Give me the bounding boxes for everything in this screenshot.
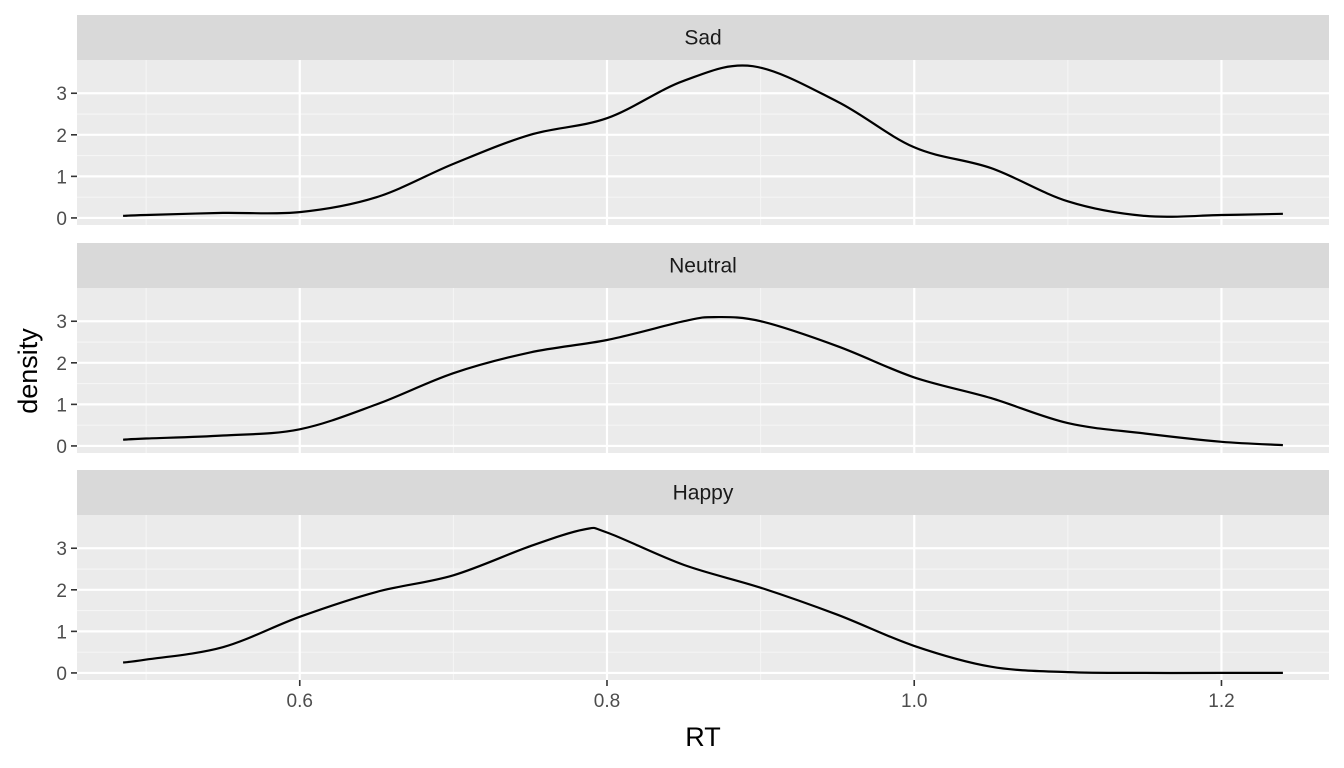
y-tick-label: 2 [56, 126, 67, 147]
y-tick-label: 1 [56, 167, 67, 188]
facet-panel-happy: Happy 0 1 2 3 [56, 470, 1329, 685]
facet-strip [77, 243, 1329, 288]
x-tick-label: 0.6 [287, 691, 313, 712]
density-line-happy [122, 526, 1283, 675]
y-tick-label: 1 [56, 395, 67, 416]
facet-panel-sad: Sad 0 1 2 3 [56, 15, 1329, 230]
panel-background [77, 515, 1329, 680]
y-tick-label: 3 [56, 312, 67, 333]
x-tick-label: 1.0 [901, 691, 927, 712]
facet-panel-neutral: Neutral 0 1 2 3 [56, 243, 1329, 458]
facet-strip [77, 470, 1329, 515]
facet-strip [77, 15, 1329, 60]
x-tick-label: 1.2 [1208, 691, 1234, 712]
x-tick-label: 0.8 [594, 691, 620, 712]
x-axis: 0.6 0.8 1.0 1.2 [287, 680, 1235, 712]
y-tick-label: 1 [56, 622, 67, 643]
facet-strip-label: Neutral [669, 255, 737, 278]
y-tick-label: 0 [56, 437, 67, 458]
y-tick-label: 0 [56, 664, 67, 685]
y-tick-label: 3 [56, 539, 67, 560]
y-tick-label: 0 [56, 209, 67, 230]
y-axis-title: density [13, 328, 43, 414]
facet-strip-label: Sad [684, 27, 721, 50]
y-tick-label: 3 [56, 84, 67, 105]
y-tick-label: 2 [56, 354, 67, 375]
facet-panels: Sad 0 1 2 3 Neutral 0 1 2 3 Happy 0 1 2 3 [56, 15, 1329, 685]
density-line-neutral [123, 315, 1283, 447]
x-axis-title: RT [685, 722, 721, 752]
facet-strip-label: Happy [673, 482, 734, 505]
panel-background [77, 288, 1329, 453]
y-tick-label: 2 [56, 581, 67, 602]
density-line-sad [123, 64, 1283, 218]
panel-background [77, 60, 1329, 225]
